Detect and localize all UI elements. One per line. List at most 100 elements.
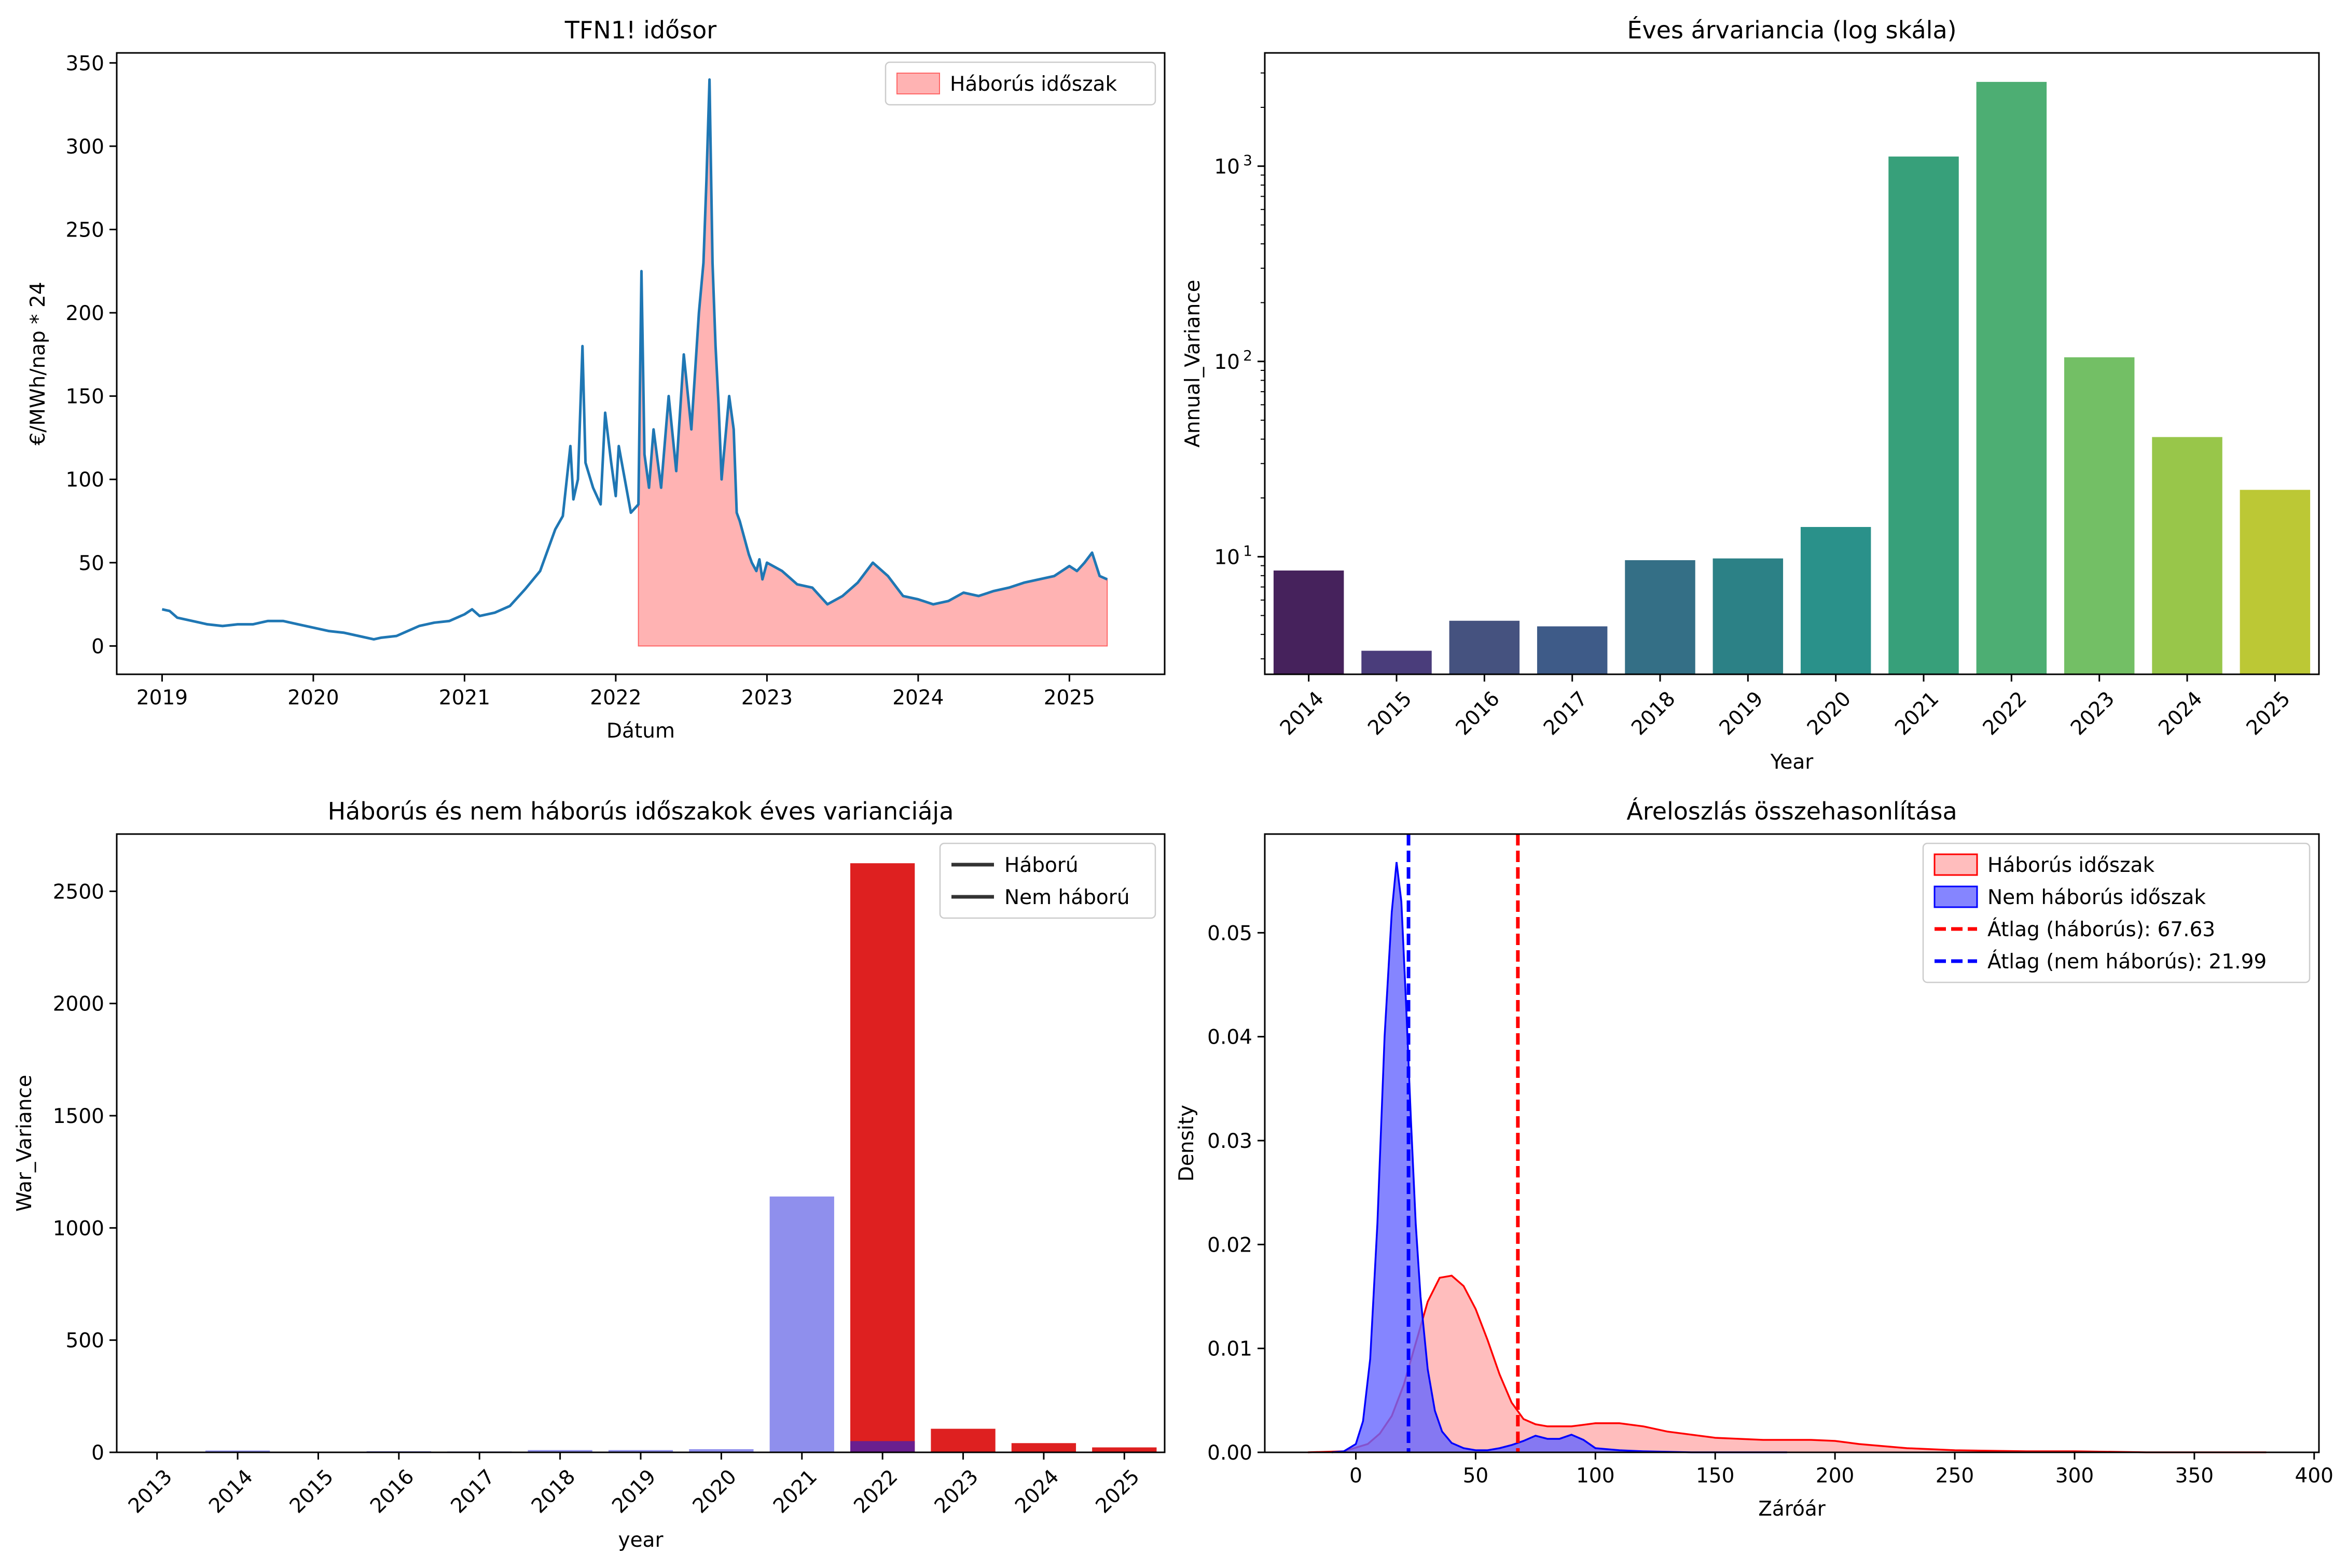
legend-swatch <box>896 73 940 94</box>
x-tick-label: 150 <box>1696 1464 1734 1488</box>
legend-swatch <box>1933 853 1978 876</box>
y-tick-label: 0.02 <box>1207 1233 1252 1257</box>
axes-frame <box>1264 833 2320 1453</box>
legend-entry: Háborús időszak <box>950 73 1117 96</box>
bar-war-2024 <box>1011 1443 1076 1452</box>
bar-2024 <box>2152 437 2222 674</box>
bar-nonwar-2018 <box>528 1450 592 1452</box>
y-axis-label: Density <box>1175 1105 1198 1182</box>
bar-nonwar-2014 <box>205 1450 270 1452</box>
y-tick-label: 300 <box>66 135 104 159</box>
x-tick-label: 2021 <box>1890 687 1943 740</box>
x-tick-label: 2014 <box>204 1465 257 1518</box>
y-tick-exponent: 2 <box>1243 347 1252 364</box>
x-tick-label: 2025 <box>1092 1465 1144 1518</box>
x-axis-label: year <box>618 1529 664 1552</box>
x-tick-label: 2022 <box>850 1465 903 1518</box>
y-tick-label: 0 <box>91 1441 104 1465</box>
x-tick-label: 2023 <box>930 1465 983 1518</box>
x-tick-label: 50 <box>1463 1464 1489 1488</box>
y-tick-exponent: 1 <box>1243 542 1252 559</box>
x-tick-label: 100 <box>1576 1464 1614 1488</box>
bar-nonwar-2020 <box>689 1449 754 1452</box>
x-tick-label: 2019 <box>1715 687 1768 740</box>
y-axis-label: Annual_Variance <box>1181 280 1205 448</box>
chart-timeseries: 0 50 100 150 200 250 300 350 2019 2020 2021 2022 202… <box>26 16 1166 743</box>
bar-nonwar-2019 <box>608 1450 673 1452</box>
bar-2023 <box>2064 357 2135 674</box>
x-tick-label: 2017 <box>1539 687 1592 740</box>
bar-nonwar-2021 <box>769 1196 834 1452</box>
x-tick-label: 2019 <box>607 1465 660 1518</box>
bar-2022 <box>1976 81 2047 675</box>
axes-frame <box>116 52 1166 675</box>
x-tick-label: 2016 <box>366 1465 419 1518</box>
legend-entry: Átlag (háborús): 67.63 <box>1987 917 2215 941</box>
x-tick-label: 2022 <box>1979 687 2032 740</box>
x-tick-label: 2016 <box>1452 687 1504 740</box>
x-tick-label: 2020 <box>1803 687 1856 740</box>
x-tick-label: 2024 <box>2154 687 2207 740</box>
y-tick-label: 0.01 <box>1207 1338 1252 1361</box>
bar-2015 <box>1361 650 1432 674</box>
bar-war-2023 <box>931 1428 996 1452</box>
x-tick-label: 2019 <box>136 686 188 710</box>
x-tick-label: 400 <box>2295 1464 2333 1488</box>
x-tick-label: 2020 <box>287 686 339 710</box>
x-tick-label: 2018 <box>527 1465 580 1518</box>
y-tick-label: 0.03 <box>1207 1130 1252 1153</box>
y-axis-label: War_Variance <box>13 1075 36 1212</box>
bar-2014 <box>1273 570 1344 674</box>
x-tick-label: 200 <box>1816 1464 1854 1488</box>
chart-title: Áreloszlás összehasonlítása <box>1626 797 1957 825</box>
chart-title: TFN1! idősor <box>564 16 717 44</box>
y-tick-label: 200 <box>66 302 104 325</box>
axes-frame <box>116 833 1166 1453</box>
x-tick-label: 2020 <box>688 1465 741 1518</box>
y-tick-label: 0.05 <box>1207 922 1252 945</box>
legend-box <box>939 842 1156 919</box>
y-tick-label: 50 <box>78 552 104 575</box>
density-fill-0 <box>1308 1275 2267 1452</box>
x-tick-label: 2024 <box>1011 1465 1063 1518</box>
x-tick-label: 2023 <box>2066 687 2119 740</box>
y-tick-label: 10 <box>1214 546 1240 569</box>
legend-entry: Háborús időszak <box>1987 854 2154 877</box>
legend: Háború Nem háború <box>939 842 1156 919</box>
y-tick-label: 0.00 <box>1207 1441 1252 1465</box>
y-tick-label: 350 <box>66 52 104 75</box>
x-axis-label: Záróár <box>1758 1497 1826 1521</box>
density-line-1 <box>1332 862 1787 1453</box>
legend-entry: Háború <box>1004 854 1079 877</box>
x-tick-label: 0 <box>1349 1464 1362 1488</box>
y-tick-label: 2500 <box>53 880 104 904</box>
x-tick-label: 2015 <box>285 1465 338 1518</box>
x-tick-label: 2025 <box>1044 686 1095 710</box>
x-tick-label: 2024 <box>892 686 944 710</box>
y-tick-label: 2000 <box>53 993 104 1016</box>
bar-2018 <box>1625 560 1695 674</box>
x-tick-label: 350 <box>2175 1464 2214 1488</box>
x-tick-label: 2013 <box>124 1465 177 1518</box>
bar-war-2025 <box>1092 1447 1157 1452</box>
y-tick-label: 150 <box>66 385 104 409</box>
chart-price-distribution: 0.00 0.01 0.02 0.03 0.04 0.05 0 50 100 150 200 250 3… <box>1175 797 2333 1521</box>
y-tick-label: 100 <box>66 468 104 492</box>
y-tick-label: 1000 <box>53 1217 104 1240</box>
x-tick-label: 2018 <box>1627 687 1680 740</box>
bar-2020 <box>1800 526 1871 674</box>
price-line <box>161 78 1108 641</box>
bar-2025 <box>2240 490 2311 674</box>
bar-2019 <box>1712 558 1784 674</box>
x-tick-label: 300 <box>2055 1464 2094 1488</box>
y-tick-exponent: 3 <box>1243 151 1252 169</box>
bar-nonwar-2022 <box>850 1441 915 1452</box>
x-tick-label: 2025 <box>2242 687 2295 740</box>
bar-2016 <box>1449 620 1520 674</box>
legend-swatch <box>1933 885 1978 908</box>
chart-title: Éves árvariancia (log skála) <box>1627 16 1956 44</box>
chart-title: Háborús és nem háborús időszakok éves va… <box>328 797 954 825</box>
